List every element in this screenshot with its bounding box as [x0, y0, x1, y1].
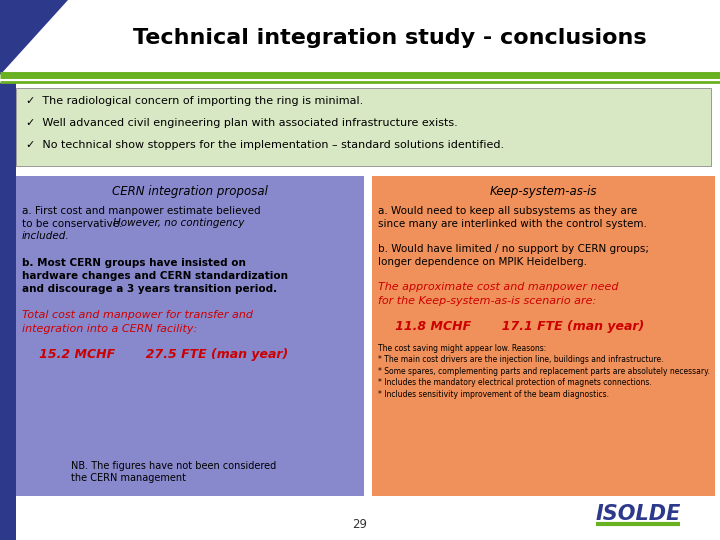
Text: ISOLDE: ISOLDE: [595, 504, 680, 524]
Text: 15.2 MCHF       27.5 FTE (man year): 15.2 MCHF 27.5 FTE (man year): [26, 348, 288, 361]
Text: b. Would have limited / no support by CERN groups;
longer dependence on MPIK Hei: b. Would have limited / no support by CE…: [378, 244, 649, 267]
Text: b. Most CERN groups have insisted on
hardware changes and CERN standardization
a: b. Most CERN groups have insisted on har…: [22, 258, 288, 294]
FancyBboxPatch shape: [16, 176, 364, 496]
FancyBboxPatch shape: [0, 83, 16, 540]
Polygon shape: [0, 0, 68, 75]
Text: However, no contingency
included.: However, no contingency included.: [22, 218, 244, 241]
Text: a. First cost and manpower estimate believed
to be conservative.: a. First cost and manpower estimate beli…: [22, 206, 261, 229]
Text: Keep-system-as-is: Keep-system-as-is: [490, 186, 598, 199]
Text: ✓  The radiological concern of importing the ring is minimal.: ✓ The radiological concern of importing …: [26, 96, 364, 106]
Text: Technical integration study - conclusions: Technical integration study - conclusion…: [133, 28, 647, 48]
Text: 29: 29: [353, 518, 367, 531]
Text: Total cost and manpower for transfer and
integration into a CERN facility:: Total cost and manpower for transfer and…: [22, 310, 253, 334]
Text: NB. The figures have not been considered
the CERN management: NB. The figures have not been considered…: [71, 461, 276, 483]
Text: ✓  No technical show stoppers for the implementation – standard solutions identi: ✓ No technical show stoppers for the imp…: [26, 140, 504, 150]
Text: a. Would need to keep all subsystems as they are
since many are interlinked with: a. Would need to keep all subsystems as …: [378, 206, 647, 229]
Text: The approximate cost and manpower need
for the Keep-system-as-is scenario are:: The approximate cost and manpower need f…: [378, 282, 618, 306]
Text: ✓  Well advanced civil engineering plan with associated infrastructure exists.: ✓ Well advanced civil engineering plan w…: [26, 118, 458, 128]
FancyBboxPatch shape: [16, 88, 711, 166]
Text: The cost saving might appear low. Reasons:
* The main cost drivers are the injec: The cost saving might appear low. Reason…: [378, 344, 710, 399]
Text: 11.8 MCHF       17.1 FTE (man year): 11.8 MCHF 17.1 FTE (man year): [382, 320, 644, 333]
Text: CERN integration proposal: CERN integration proposal: [112, 186, 268, 199]
FancyBboxPatch shape: [372, 176, 715, 496]
